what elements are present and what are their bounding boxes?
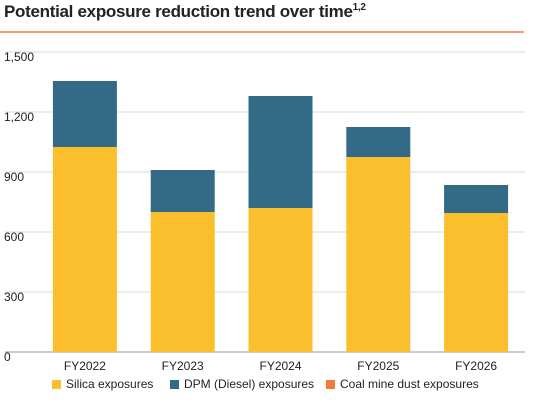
bar-segment [150,170,215,212]
x-tick-label: FY2023 [162,359,204,373]
bar-segment [248,96,313,208]
chart-title: Potential exposure reduction trend over … [4,2,366,22]
y-tick-label: 1,200 [4,110,34,124]
bar-segment [444,213,509,352]
x-tick-label: FY2024 [259,359,301,373]
legend-swatch [52,380,61,389]
y-tick-label: 300 [4,290,24,304]
bar-segment [52,81,117,147]
y-tick-label: 1,500 [4,50,34,64]
bar-segment [248,208,313,352]
y-tick-label: 600 [4,230,24,244]
bar-segment [150,212,215,352]
legend-label: Coal mine dust exposures [340,377,479,391]
legend-label: Silica exposures [66,377,153,391]
bar-segment [346,157,411,352]
x-tick-label: FY2025 [357,359,399,373]
bar-segment [346,127,411,157]
y-tick-label: 900 [4,170,24,184]
legend-swatch [170,380,179,389]
x-tick-label: FY2022 [64,359,106,373]
bar-segment [444,185,509,213]
bar-segment [52,147,117,352]
legend-label: DPM (Diesel) exposures [184,377,314,391]
title-superscript: 1,2 [353,2,367,13]
y-tick-label: 0 [4,350,11,364]
title-text: Potential exposure reduction trend over … [4,2,353,21]
x-tick-label: FY2026 [455,359,497,373]
legend-swatch [326,380,335,389]
